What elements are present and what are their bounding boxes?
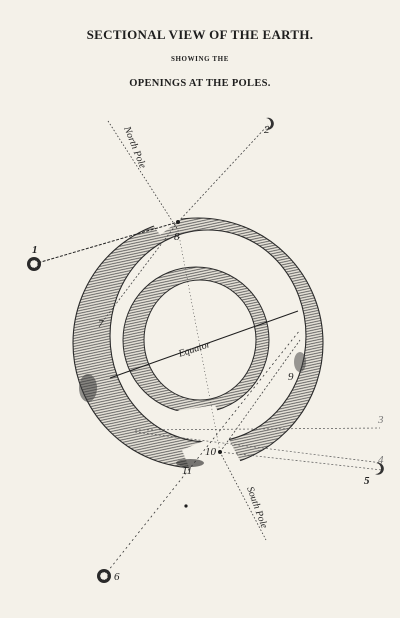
polar-axis-line xyxy=(177,229,221,453)
opening-point xyxy=(176,220,180,224)
equator-label: Equator xyxy=(176,339,212,360)
sight-line xyxy=(134,427,381,431)
sight-line xyxy=(134,431,383,464)
opening-point xyxy=(218,450,222,454)
marker-11: 11 xyxy=(182,465,192,477)
crust-shading xyxy=(79,374,97,402)
marker-10: 10 xyxy=(205,446,217,458)
marker-7: 7 xyxy=(98,318,104,330)
crust-shading xyxy=(176,459,204,467)
crust-shading xyxy=(294,352,306,372)
sight-line xyxy=(99,221,179,326)
south-pole-label: South Pole xyxy=(244,485,269,530)
inner-crust xyxy=(122,266,270,414)
moon-icon xyxy=(265,117,274,130)
marker-8: 8 xyxy=(174,231,180,243)
outer-crust xyxy=(72,217,324,469)
diagram-subtitle: SHOWING THE xyxy=(170,55,229,63)
axis-point xyxy=(184,504,188,508)
north-axis-line xyxy=(107,120,179,231)
diagram-title: SECTIONAL VIEW OF THE EARTH. xyxy=(86,27,314,42)
marker-3: 3 xyxy=(377,414,384,426)
marker-4: 4 xyxy=(378,454,384,466)
sight-line xyxy=(219,339,301,453)
marker-5: 5 xyxy=(364,475,370,487)
marker-9: 9 xyxy=(288,371,294,383)
sight-line xyxy=(219,451,383,471)
equator-line xyxy=(109,310,299,379)
moon-icon xyxy=(375,462,384,475)
sight-line xyxy=(177,124,269,223)
sun-icon xyxy=(97,569,111,583)
marker-2: 2 xyxy=(264,124,270,136)
marker-1: 1 xyxy=(32,244,38,256)
north-pole-label: North Pole xyxy=(121,124,148,171)
marker-6: 6 xyxy=(114,571,120,583)
sight-line xyxy=(33,221,179,265)
sun-icon xyxy=(27,257,41,271)
diagram-caption: OPENINGS AT THE POLES. xyxy=(129,78,271,89)
south-axis-line xyxy=(219,451,267,541)
